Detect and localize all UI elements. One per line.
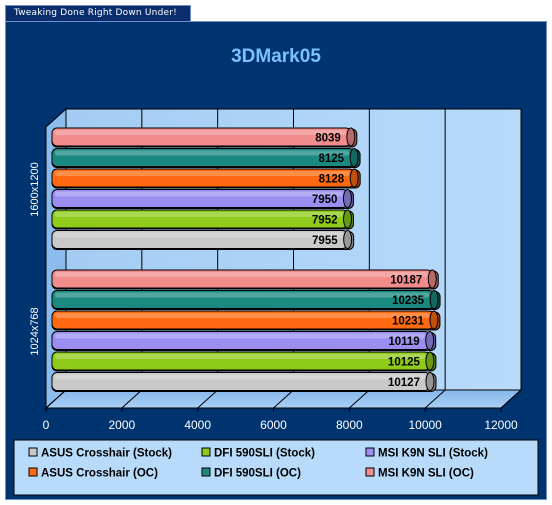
bar-highlight (55, 212, 343, 217)
data-label: 7952 (312, 215, 338, 227)
x-tick-label: 12000 (484, 418, 518, 432)
floor-gridline (500, 389, 522, 409)
legend-swatch (28, 447, 38, 457)
data-label: 8128 (319, 174, 345, 186)
data-label: 8039 (315, 133, 341, 145)
bar-cap (429, 310, 439, 330)
bar-group: 10119 (51, 331, 437, 351)
bar-highlight (55, 191, 343, 197)
bar-group: 10231 (51, 310, 441, 331)
legend-label: DFI 590SLI (Stock) (214, 448, 315, 460)
legend-box (13, 439, 539, 496)
bar-highlight (55, 374, 425, 380)
bar-cap (342, 189, 352, 208)
legend-swatch (365, 467, 375, 477)
y-category-label: 1600x1200 (29, 162, 41, 216)
bar-highlight (55, 354, 425, 359)
bar-highlight (55, 313, 429, 318)
bar-highlight (55, 130, 346, 135)
bar-group: 10127 (51, 372, 437, 392)
floor-gridline (121, 389, 143, 409)
bar-group: 8039 (51, 127, 358, 148)
data-label: 8125 (318, 153, 344, 165)
data-label: 10235 (392, 295, 425, 307)
bar-highlight (55, 150, 350, 156)
chart-title: 3DMark05 (231, 46, 321, 67)
x-tick-label: 8000 (336, 418, 363, 432)
bar-cap (427, 269, 437, 289)
y-category-label: 1024x768 (29, 307, 41, 355)
bar-group: 10125 (51, 351, 437, 372)
bar-group: 7955 (51, 230, 355, 250)
floor-gridline (273, 389, 294, 409)
legend-swatch (201, 447, 211, 457)
legend-swatch (201, 467, 211, 477)
x-tick-label: 0 (43, 418, 50, 432)
bar-cap (346, 127, 356, 147)
data-label: 10187 (390, 275, 422, 287)
data-label: 10125 (388, 357, 421, 369)
legend: ASUS Crosshair (Stock) DFI 590SLI (Stock)… (13, 439, 539, 496)
bar-group: 10187 (51, 269, 439, 290)
legend-label: DFI 590SLI (OC) (214, 468, 301, 480)
bar-highlight (55, 333, 425, 339)
x-tick-label: 10000 (408, 418, 442, 432)
x-tick-label: 2000 (108, 418, 135, 432)
bar-cap (425, 351, 435, 371)
data-label: 10231 (392, 316, 425, 328)
data-label: 7955 (312, 235, 338, 247)
bar-cap (425, 331, 435, 350)
floor-gridline (197, 389, 219, 409)
legend-swatch (365, 447, 375, 457)
bar-group: 7950 (51, 189, 354, 209)
bar-cap (349, 148, 359, 167)
bar-highlight (55, 232, 343, 238)
bars: 8039 8125 8128 7950 7952 7955 10187 10235 10231 1… (51, 127, 441, 392)
x-tick-label: 6000 (260, 418, 287, 432)
bar-group: 8128 (51, 168, 361, 189)
legend-label: MSI K9N SLI (Stock) (378, 448, 488, 460)
bar-highlight (55, 272, 428, 277)
bar-cap (343, 230, 353, 249)
x-axis: 0 2000 4000 6000 8000 10000 12000 1600x1200 1024… (29, 162, 518, 432)
bar-group: 8125 (51, 148, 361, 168)
bar-group: 7952 (51, 209, 355, 230)
x-tick-label: 4000 (184, 418, 211, 432)
legend-label: ASUS Crosshair (OC) (41, 468, 158, 480)
bar-cap (343, 209, 353, 229)
bar-cap (425, 372, 435, 391)
data-label: 10119 (388, 336, 419, 348)
bar-highlight (55, 292, 430, 298)
legend-label: MSI K9N SLI (OC) (378, 468, 474, 480)
data-label: 10127 (388, 377, 420, 389)
legend-swatch (28, 467, 38, 477)
floor-gridline (348, 389, 370, 409)
data-label: 7950 (312, 194, 338, 206)
banner-text: Tweaking Done Right Down Under! (14, 8, 177, 18)
bar-highlight (55, 171, 350, 176)
floor-gridline (424, 389, 446, 409)
floor-gridline (45, 389, 67, 409)
legend-label: ASUS Crosshair (Stock) (41, 448, 172, 460)
bar-group: 10235 (51, 290, 441, 310)
bar-cap (429, 290, 439, 309)
bar-cap (349, 168, 359, 188)
